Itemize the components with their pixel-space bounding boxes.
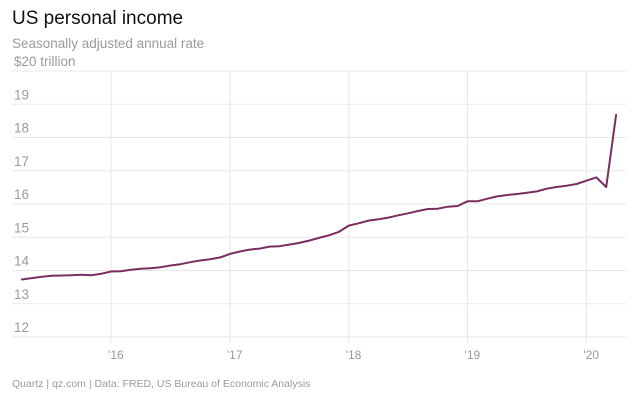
chart-subtitle: Seasonally adjusted annual rate (12, 36, 205, 51)
x-tick-label: '16 (108, 348, 124, 362)
y-tick-label: 18 (14, 121, 29, 136)
series (20, 113, 618, 281)
y-tick-label: 19 (14, 87, 29, 102)
y-tick-label: 14 (14, 254, 30, 269)
x-tick-label: '18 (346, 348, 362, 362)
y-tick-label: 13 (14, 287, 29, 302)
chart-title: US personal income (12, 8, 184, 29)
y-tick-label: $20 trillion (14, 54, 76, 69)
y-tick-label: 16 (14, 187, 29, 202)
series-line (20, 113, 618, 281)
x-tick-label: '17 (227, 348, 243, 362)
grid (12, 70, 626, 343)
x-axis-ticks: '16 '17 '18 '19 '20 (108, 348, 599, 362)
y-tick-label: 15 (14, 220, 29, 235)
y-tick-label: 17 (14, 154, 29, 169)
y-tick-label: 12 (14, 320, 29, 335)
x-tick-label: '19 (465, 348, 481, 362)
source-footer: Quartz | qz.com | Data: FRED, US Bureau … (12, 378, 311, 390)
y-axis-ticks: 12 13 14 15 16 17 18 19 $20 trillion (14, 54, 76, 335)
x-tick-label: '20 (583, 348, 599, 362)
